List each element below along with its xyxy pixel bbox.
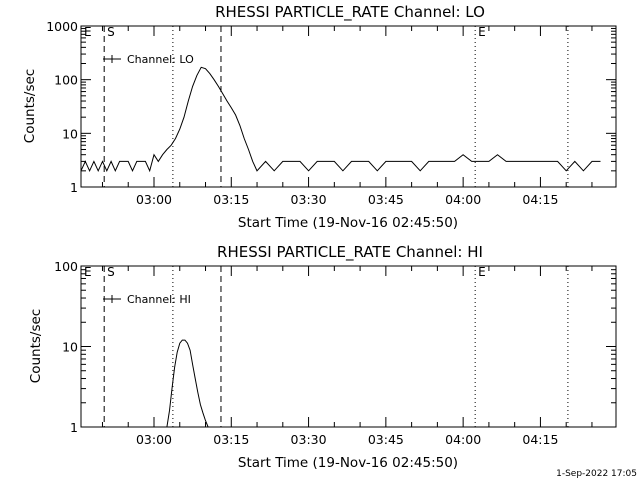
x-tick-label: 04:00 — [445, 432, 481, 447]
x-axis: 03:00 03:15 03:30 03:45 04:00 04:15 — [101, 266, 593, 447]
x-tick-label: 04:15 — [522, 192, 558, 207]
legend-label: Channel: HI — [127, 293, 191, 306]
series-line — [80, 66, 601, 173]
chart-title: RHESSI PARTICLE_RATE Channel: HI — [217, 243, 483, 262]
y-axis: 1 10 100 1000 — [46, 19, 616, 195]
series-line — [166, 339, 209, 428]
y-axis: 1 10 100 — [54, 259, 616, 435]
marker-label: S — [107, 25, 115, 39]
x-axis-label: Start Time (19-Nov-16 02:45:50) — [238, 455, 458, 471]
marker-label: E — [84, 265, 92, 279]
legend: Channel: HI — [103, 293, 191, 306]
y-tick-label: 100 — [54, 73, 78, 88]
plot-frame — [80, 25, 617, 188]
x-tick-label: 03:45 — [368, 432, 404, 447]
x-axis-label: Start Time (19-Nov-16 02:45:50) — [238, 215, 458, 231]
y-tick-label: 1 — [70, 180, 78, 195]
y-tick-label: 1 — [70, 420, 78, 435]
legend: Channel: LO — [103, 53, 194, 66]
y-tick-label: 100 — [54, 259, 78, 274]
x-tick-label: 04:00 — [445, 192, 481, 207]
y-tick-label: 1000 — [46, 19, 78, 34]
x-tick-label: 03:15 — [213, 432, 249, 447]
plot-frame — [80, 265, 617, 428]
chart-panel-hi: RHESSI PARTICLE_RATE Channel: HI 110100 … — [28, 243, 617, 471]
x-axis: 03:00 03:15 03:30 03:45 04:00 04:15 — [101, 26, 593, 207]
x-tick-label: 03:00 — [136, 432, 172, 447]
x-tick-label: 03:15 — [213, 192, 249, 207]
y-tick-label: 10 — [62, 340, 78, 355]
x-tick-label: 03:45 — [368, 192, 404, 207]
marker-label: E — [478, 25, 486, 39]
x-tick-label: 03:00 — [136, 192, 172, 207]
chart-title: RHESSI PARTICLE_RATE Channel: LO — [215, 3, 485, 22]
x-tick-label: 03:30 — [291, 432, 327, 447]
y-axis-label: Counts/sec — [22, 69, 38, 143]
x-tick-label: 04:15 — [522, 432, 558, 447]
marker-label: E — [478, 265, 486, 279]
legend-label: Channel: LO — [127, 53, 194, 66]
marker-label: S — [107, 265, 115, 279]
marker-label: E — [84, 25, 92, 39]
footer-date: 1-Sep-2022 17:05 — [556, 469, 637, 479]
chart-panel-lo: RHESSI PARTICLE_RATE Channel: LO 1101001… — [22, 3, 617, 231]
y-tick-label: 10 — [62, 126, 78, 141]
x-tick-label: 03:30 — [291, 192, 327, 207]
y-axis-label: Counts/sec — [28, 309, 44, 383]
